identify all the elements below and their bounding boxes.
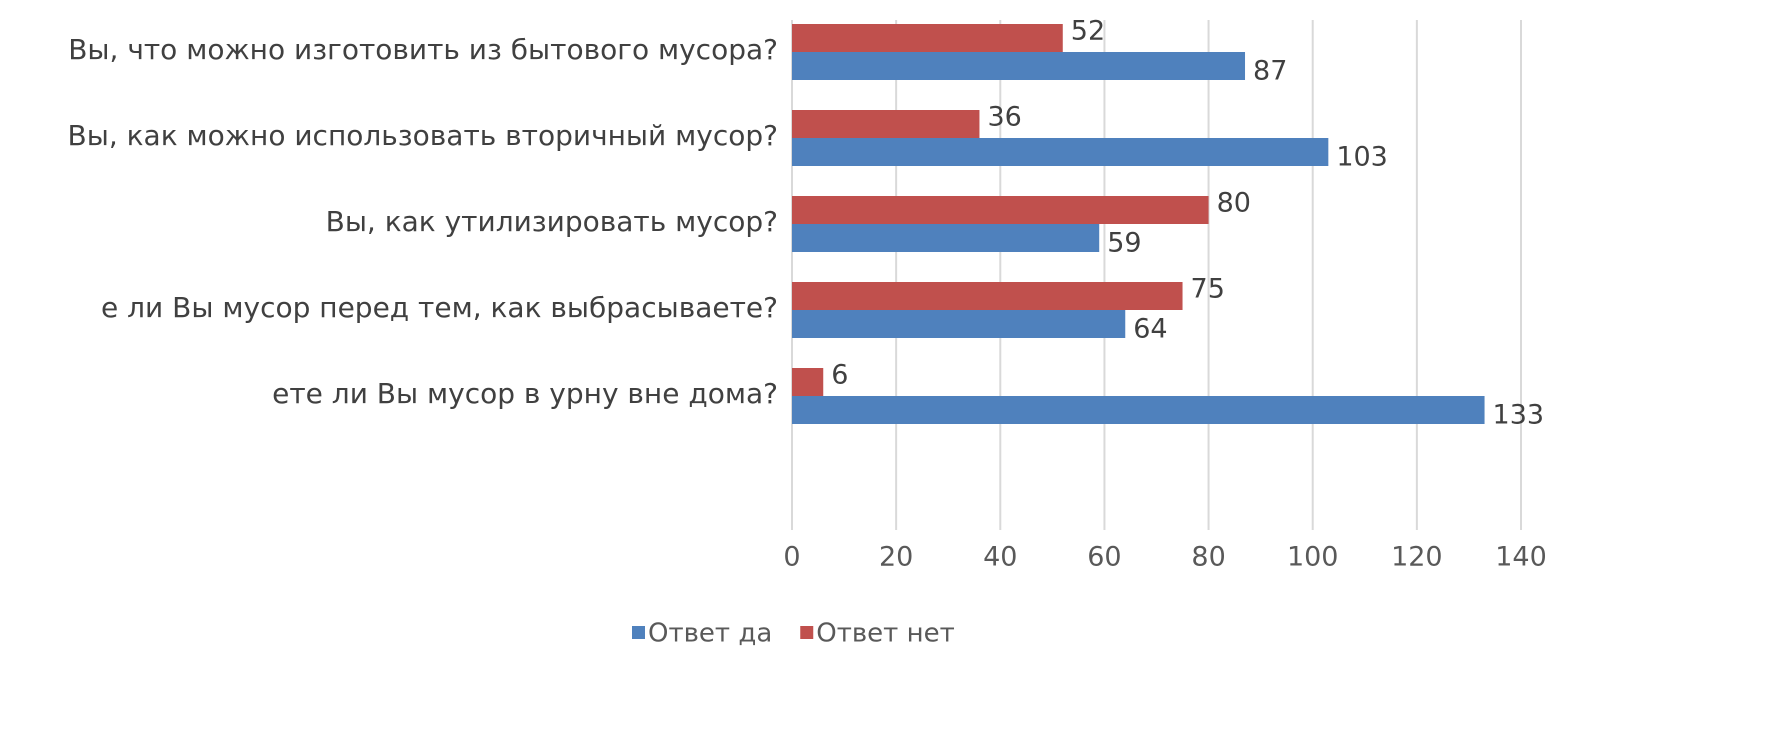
category-label: Вы, как можно использовать вторичный мус… (68, 119, 778, 152)
x-tick-label: 140 (1495, 542, 1547, 573)
value-label: 80 (1217, 188, 1251, 219)
value-label: 87 (1253, 56, 1287, 87)
value-label: 52 (1071, 16, 1105, 47)
x-tick-label: 0 (783, 542, 800, 573)
category-label: ете ли Вы мусор в урну вне дома? (272, 377, 778, 410)
legend-label: Ответ нет (816, 619, 954, 649)
x-tick-label: 120 (1391, 542, 1443, 573)
value-label: 75 (1191, 274, 1225, 305)
legend-label: Ответ да (648, 619, 772, 649)
value-label: 103 (1336, 142, 1388, 173)
x-tick-label: 60 (1087, 542, 1121, 573)
x-tick-label: 20 (879, 542, 913, 573)
bar (792, 282, 1183, 310)
bar (792, 110, 980, 138)
bar (792, 196, 1209, 224)
value-label: 59 (1107, 228, 1141, 259)
value-label: 36 (987, 102, 1021, 133)
category-label: Вы, как утилизировать мусор? (326, 205, 778, 238)
value-label: 64 (1133, 314, 1167, 345)
bar (792, 52, 1246, 80)
x-tick-label: 80 (1191, 542, 1225, 573)
bar (792, 368, 824, 396)
bar (792, 138, 1329, 166)
bar (792, 24, 1063, 52)
category-label: Вы, что можно изготовить из бытового мус… (68, 33, 778, 66)
bar (792, 224, 1100, 252)
x-tick-label: 40 (983, 542, 1017, 573)
value-label: 133 (1493, 400, 1545, 431)
legend-swatch (632, 626, 645, 639)
bar (792, 396, 1485, 424)
legend-swatch (800, 626, 814, 639)
x-tick-label: 100 (1287, 542, 1339, 573)
category-label: е ли Вы мусор перед тем, как выбрасывает… (101, 291, 778, 324)
bar (792, 310, 1126, 338)
value-label: 6 (831, 360, 848, 391)
